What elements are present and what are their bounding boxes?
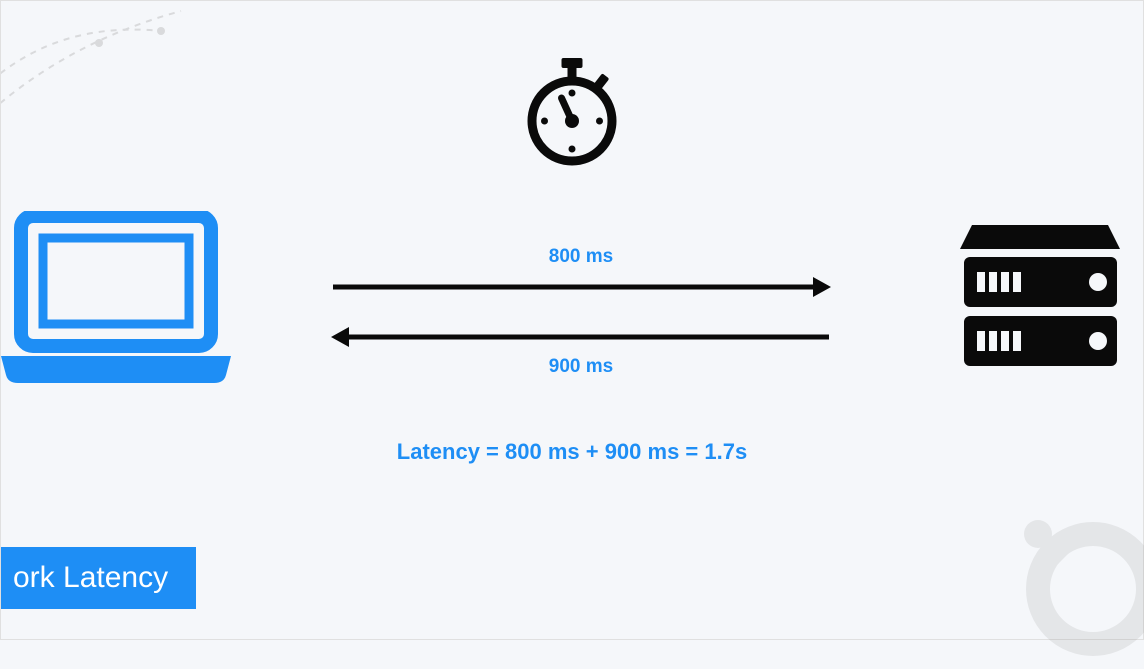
arrow-left (331, 326, 831, 348)
response-time-label: 900 ms (331, 356, 831, 378)
latency-equation: Latency = 800 ms + 900 ms = 1.7s (397, 439, 747, 465)
server-icon (958, 219, 1123, 379)
arrows-section: 800 ms 900 ms (331, 246, 831, 378)
decorative-watermark (993, 489, 1144, 669)
decorative-lines (1, 1, 221, 141)
arrow-right (331, 276, 831, 298)
laptop-icon (1, 211, 241, 391)
request-time-label: 800 ms (331, 246, 831, 268)
title-label: ork Latency (1, 547, 196, 609)
stopwatch-icon (525, 56, 620, 171)
